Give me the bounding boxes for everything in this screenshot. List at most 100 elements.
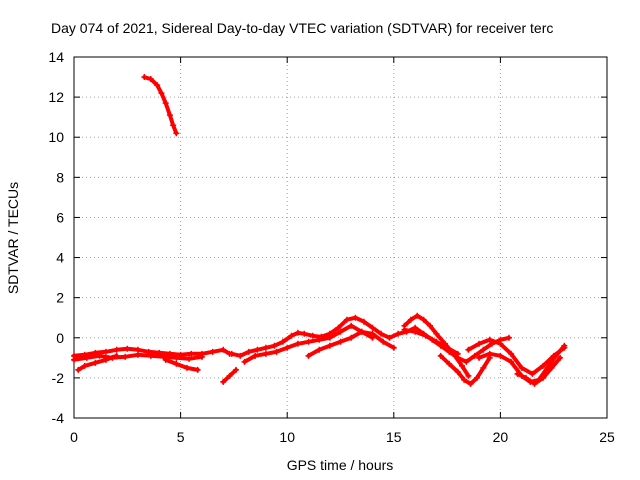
data-point [83, 354, 90, 361]
data-point [348, 322, 355, 329]
data-point [162, 356, 169, 363]
data-point [459, 362, 466, 369]
data-series [71, 74, 568, 387]
series-arc-e [220, 366, 240, 385]
y-tick-label: 14 [48, 49, 64, 65]
series-arc-j [437, 352, 493, 387]
y-tick-label: 12 [48, 89, 64, 105]
data-point [465, 346, 472, 353]
data-point [102, 348, 109, 355]
data-point [241, 358, 248, 365]
x-tick-label: 0 [70, 429, 78, 445]
data-point [378, 330, 385, 337]
series-line [466, 337, 567, 376]
data-point [262, 344, 269, 351]
y-tick-label: 0 [56, 330, 64, 346]
data-point [471, 352, 478, 359]
series-arc-b [71, 351, 205, 363]
x-tick-label: 5 [177, 429, 185, 445]
data-point [412, 328, 419, 335]
data-point [316, 346, 323, 353]
data-point [301, 330, 308, 337]
data-point [454, 350, 461, 357]
y-tick-label: 10 [48, 129, 64, 145]
series-line [72, 346, 232, 358]
data-point [390, 344, 397, 351]
data-point [540, 362, 547, 369]
data-point [529, 370, 536, 377]
data-point [461, 376, 468, 383]
grid-lines [74, 57, 607, 418]
x-tick-label: 15 [386, 429, 402, 445]
data-point [463, 358, 470, 365]
data-point [326, 342, 333, 349]
data-point [305, 352, 312, 359]
data-point [134, 346, 141, 353]
y-tick-label: 8 [56, 169, 64, 185]
data-point [531, 380, 538, 387]
data-point [134, 351, 141, 358]
data-point [173, 360, 180, 367]
y-tick-label: 6 [56, 209, 64, 225]
data-point [518, 364, 525, 371]
data-point [360, 318, 367, 325]
axis-ticks: 0 5 10 15 20 25 -4 -2 0 2 4 6 8 10 12 14 [48, 49, 615, 445]
data-point [279, 338, 286, 345]
series-line [438, 353, 492, 386]
data-point [522, 374, 529, 381]
data-point [305, 338, 312, 345]
y-tick-label: -2 [52, 370, 65, 386]
data-point [337, 338, 344, 345]
data-point [124, 345, 131, 352]
data-point [162, 100, 169, 107]
data-point [147, 76, 154, 83]
series-arc-f [228, 314, 512, 365]
data-point [173, 354, 180, 361]
x-axis-label: GPS time / hours [287, 457, 394, 473]
data-point [326, 334, 333, 341]
data-point [160, 353, 167, 360]
data-point [407, 316, 414, 323]
data-point [358, 328, 365, 335]
data-point [113, 346, 120, 353]
series-arc-g [241, 322, 376, 365]
data-point [395, 330, 402, 337]
data-point [444, 344, 451, 351]
data-point [166, 112, 173, 119]
series-arc-h [305, 328, 397, 359]
data-point [348, 334, 355, 341]
data-point [284, 344, 291, 351]
data-point [476, 354, 483, 361]
series-arc-a [71, 345, 233, 359]
data-point [147, 352, 154, 359]
series-arc-k [401, 326, 461, 357]
data-point [237, 352, 244, 359]
data-point [92, 359, 99, 366]
y-tick-label: 2 [56, 290, 64, 306]
data-point [369, 330, 376, 337]
data-point [433, 330, 440, 337]
data-point [433, 338, 440, 345]
data-point [183, 364, 190, 371]
data-point [497, 340, 504, 347]
data-point [141, 74, 148, 81]
x-tick-label: 20 [493, 429, 509, 445]
data-point [561, 342, 568, 349]
data-point [446, 360, 453, 367]
data-point [233, 366, 240, 373]
data-point [154, 82, 161, 89]
data-point [294, 340, 301, 347]
data-point [422, 332, 429, 339]
data-point [465, 372, 472, 379]
data-point [497, 352, 504, 359]
data-point [173, 130, 180, 137]
data-point [288, 332, 295, 339]
series-line [402, 327, 460, 356]
data-point [309, 332, 316, 339]
data-point [194, 366, 201, 373]
series-arc-c [75, 352, 120, 373]
data-point [514, 370, 521, 377]
data-point [505, 334, 512, 341]
x-tick-label: 10 [279, 429, 295, 445]
